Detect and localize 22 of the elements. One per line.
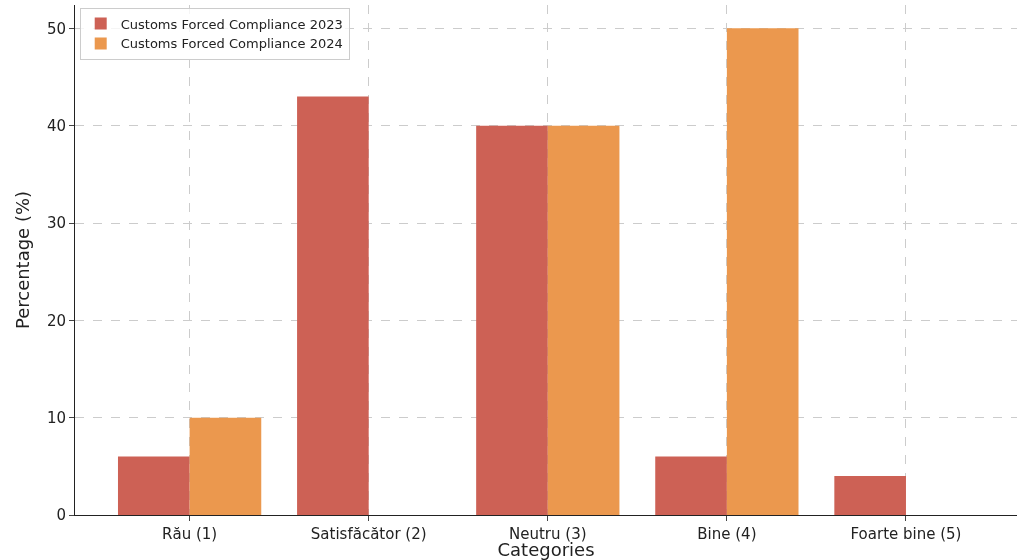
x-tick-label: Neutru (3) [509,525,587,543]
bar [117,456,190,515]
bar [297,96,369,515]
y-tick-label: 10 [46,408,66,427]
legend-label: Customs Forced Compliance 2023 [120,16,343,32]
y-tick-label: 40 [46,116,66,135]
x-tick-label: Foarte bine (5) [850,525,962,543]
bar [834,476,906,515]
y-tick-label: 0 [56,506,66,525]
y-tick-label: 30 [46,214,66,233]
x-tick-label: Rău (1) [162,525,218,543]
bar [726,28,799,515]
x-tick-label: Bine (4) [697,525,757,543]
x-tick-label: Satisfăcător (2) [310,525,427,543]
y-tick-label: 50 [46,19,66,38]
bar [189,417,262,515]
y-axis-title: Percentage (%) [12,190,33,330]
bar [476,125,548,515]
bar [655,456,727,515]
bar [547,125,620,515]
legend-label: Customs Forced Compliance 2024 [120,36,343,52]
y-tick-label: 20 [46,311,66,330]
